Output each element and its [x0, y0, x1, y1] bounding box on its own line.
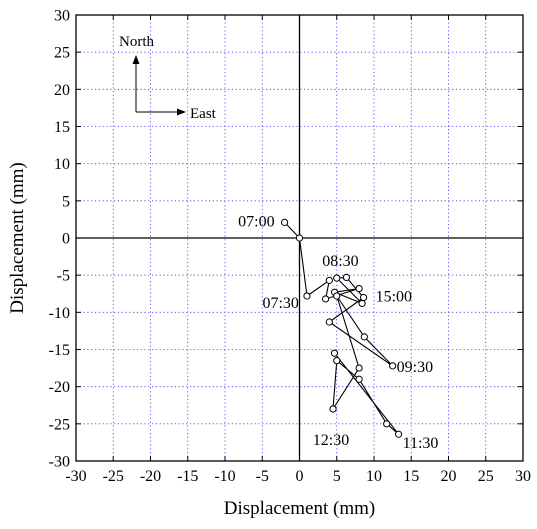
data-point: [281, 218, 289, 226]
trajectory-line: [284, 222, 400, 435]
data-point: [329, 405, 337, 413]
time-label: 15:00: [376, 288, 412, 305]
data-point: [303, 292, 311, 300]
compass-indicator: North East: [119, 34, 217, 122]
y-tick-label: -15: [49, 342, 70, 359]
y-tick-label: 25: [54, 45, 70, 62]
series-points: [281, 218, 403, 438]
y-tick-label: 30: [54, 8, 70, 25]
time-annotations: 07:00 07:30 08:30 15:00 09:30 12:30 11:30: [238, 213, 438, 452]
y-tick-label: 20: [54, 82, 70, 99]
data-point: [330, 349, 339, 357]
y-tick-label: -10: [49, 305, 70, 322]
x-tick-label: 30: [515, 468, 531, 485]
time-label: 07:00: [238, 213, 274, 230]
y-tick-label: 10: [54, 156, 70, 173]
data-point: [394, 430, 403, 438]
data-point: [295, 234, 304, 242]
data-point: [355, 375, 363, 383]
series-lines: [284, 222, 400, 435]
y-tick-label: -25: [49, 416, 70, 433]
x-tick-label: 0: [296, 468, 304, 485]
y-tick-label: 0: [62, 231, 70, 248]
x-tick-label: -30: [65, 468, 86, 485]
data-point: [355, 364, 363, 372]
data-point: [325, 276, 333, 284]
axis-ticks: -30 -25 -20 -15 -10 -5 0 5 10 15 20 25 30 -30 -25 -20 -1…: [49, 8, 531, 486]
time-label: 09:30: [397, 359, 433, 376]
data-point: [358, 299, 366, 308]
x-tick-label: -20: [140, 468, 161, 485]
y-axis-title: Displacement (mm): [7, 162, 28, 313]
data-point: [389, 362, 397, 370]
y-tick-label: 15: [54, 119, 70, 136]
x-tick-label: -10: [214, 468, 235, 485]
data-point: [325, 318, 333, 326]
compass-east-label: East: [190, 106, 217, 122]
compass-north-label: North: [119, 34, 154, 50]
data-point: [333, 357, 341, 365]
y-tick-label: 5: [62, 193, 70, 210]
data-point: [355, 284, 363, 293]
compass-north-arrowhead: [132, 55, 140, 64]
x-axis-title: Displacement (mm): [224, 498, 375, 519]
time-label: 12:30: [313, 432, 349, 449]
time-label: 07:30: [262, 295, 298, 312]
data-point: [333, 274, 341, 282]
y-tick-label: -5: [57, 268, 70, 285]
data-point: [359, 293, 368, 302]
time-label: 08:30: [322, 253, 358, 270]
y-tick-label: -30: [49, 454, 70, 471]
x-tick-label: -5: [256, 468, 269, 485]
y-tick-label: -20: [49, 379, 70, 396]
time-label: 11:30: [403, 435, 439, 452]
x-tick-label: 10: [366, 468, 382, 485]
x-tick-label: -25: [103, 468, 124, 485]
data-point: [342, 273, 351, 281]
x-tick-label: 5: [333, 468, 341, 485]
data-point: [321, 295, 330, 303]
x-tick-label: 25: [478, 468, 494, 485]
x-tick-label: 20: [441, 468, 457, 485]
x-tick-label: 15: [403, 468, 419, 485]
data-point: [383, 420, 391, 428]
x-tick-label: -15: [177, 468, 198, 485]
data-point: [360, 333, 368, 341]
data-point: [333, 292, 341, 300]
compass-east-arrowhead: [177, 108, 186, 116]
